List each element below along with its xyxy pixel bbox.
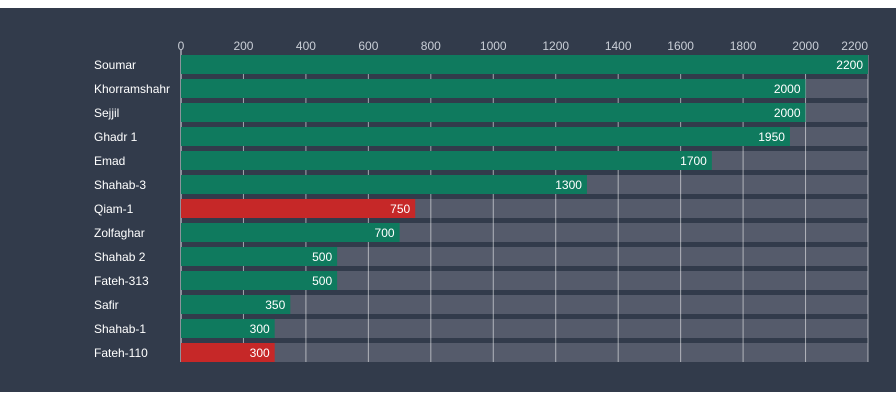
bar-chart: 0 200 400 600 800 1000 1200 1400 1600 1800 2000 220… (94, 39, 869, 362)
bar (181, 55, 868, 74)
data-label: 750 (390, 202, 410, 216)
x-tick-label: 1400 (605, 39, 632, 53)
bar (181, 247, 338, 266)
x-tick-label: 400 (296, 39, 316, 53)
data-label: 2000 (774, 106, 801, 120)
x-tick-label: 1200 (542, 39, 569, 53)
bar (181, 103, 806, 122)
category-label: Fateh-110 (94, 346, 148, 360)
x-tick-label: 0 (178, 39, 185, 53)
data-label: 1950 (758, 130, 785, 144)
data-label: 2000 (774, 82, 801, 96)
category-label: Fateh-313 (94, 274, 149, 288)
data-label: 1700 (680, 154, 707, 168)
x-tick-label: 2000 (792, 39, 819, 53)
bar (181, 151, 712, 170)
category-label: Shahab 2 (94, 250, 146, 264)
category-label: Khorramshahr (94, 82, 170, 96)
bar (181, 343, 275, 362)
bar-track (181, 271, 868, 290)
bar (181, 223, 400, 242)
bar (181, 127, 790, 146)
bar (181, 319, 275, 338)
data-label: 500 (312, 250, 332, 264)
bar-track (181, 295, 868, 314)
category-label: Soumar (94, 58, 136, 72)
x-tick-label: 800 (421, 39, 441, 53)
category-label: Ghadr 1 (94, 130, 138, 144)
bar-track (181, 343, 868, 362)
x-tick-label: 1600 (667, 39, 694, 53)
bar-track (181, 247, 868, 266)
chart-panel: 0 200 400 600 800 1000 1200 1400 1600 1800 2000 220… (0, 8, 896, 392)
data-label: 700 (375, 226, 395, 240)
x-tick-label: 600 (358, 39, 378, 53)
bar (181, 175, 587, 194)
bar-track (181, 319, 868, 338)
bar (181, 199, 416, 218)
x-tick-label: 1000 (480, 39, 507, 53)
x-tick-label: 2200 (841, 39, 868, 53)
data-label: 300 (250, 322, 270, 336)
data-label: 350 (265, 298, 285, 312)
category-label: Shahab-3 (94, 178, 146, 192)
bar (181, 295, 291, 314)
x-tick-label: 1800 (730, 39, 757, 53)
x-tick-label: 200 (233, 39, 253, 53)
category-label: Sejjil (94, 106, 119, 120)
category-label: Safir (94, 298, 119, 312)
category-label: Emad (94, 154, 125, 168)
category-label: Shahab-1 (94, 322, 146, 336)
data-label: 300 (250, 346, 270, 360)
category-label: Qiam-1 (94, 202, 134, 216)
data-label: 1300 (555, 178, 582, 192)
category-label: Zolfaghar (94, 226, 145, 240)
data-label: 2200 (836, 58, 863, 72)
bar (181, 79, 806, 98)
bar (181, 271, 338, 290)
data-label: 500 (312, 274, 332, 288)
